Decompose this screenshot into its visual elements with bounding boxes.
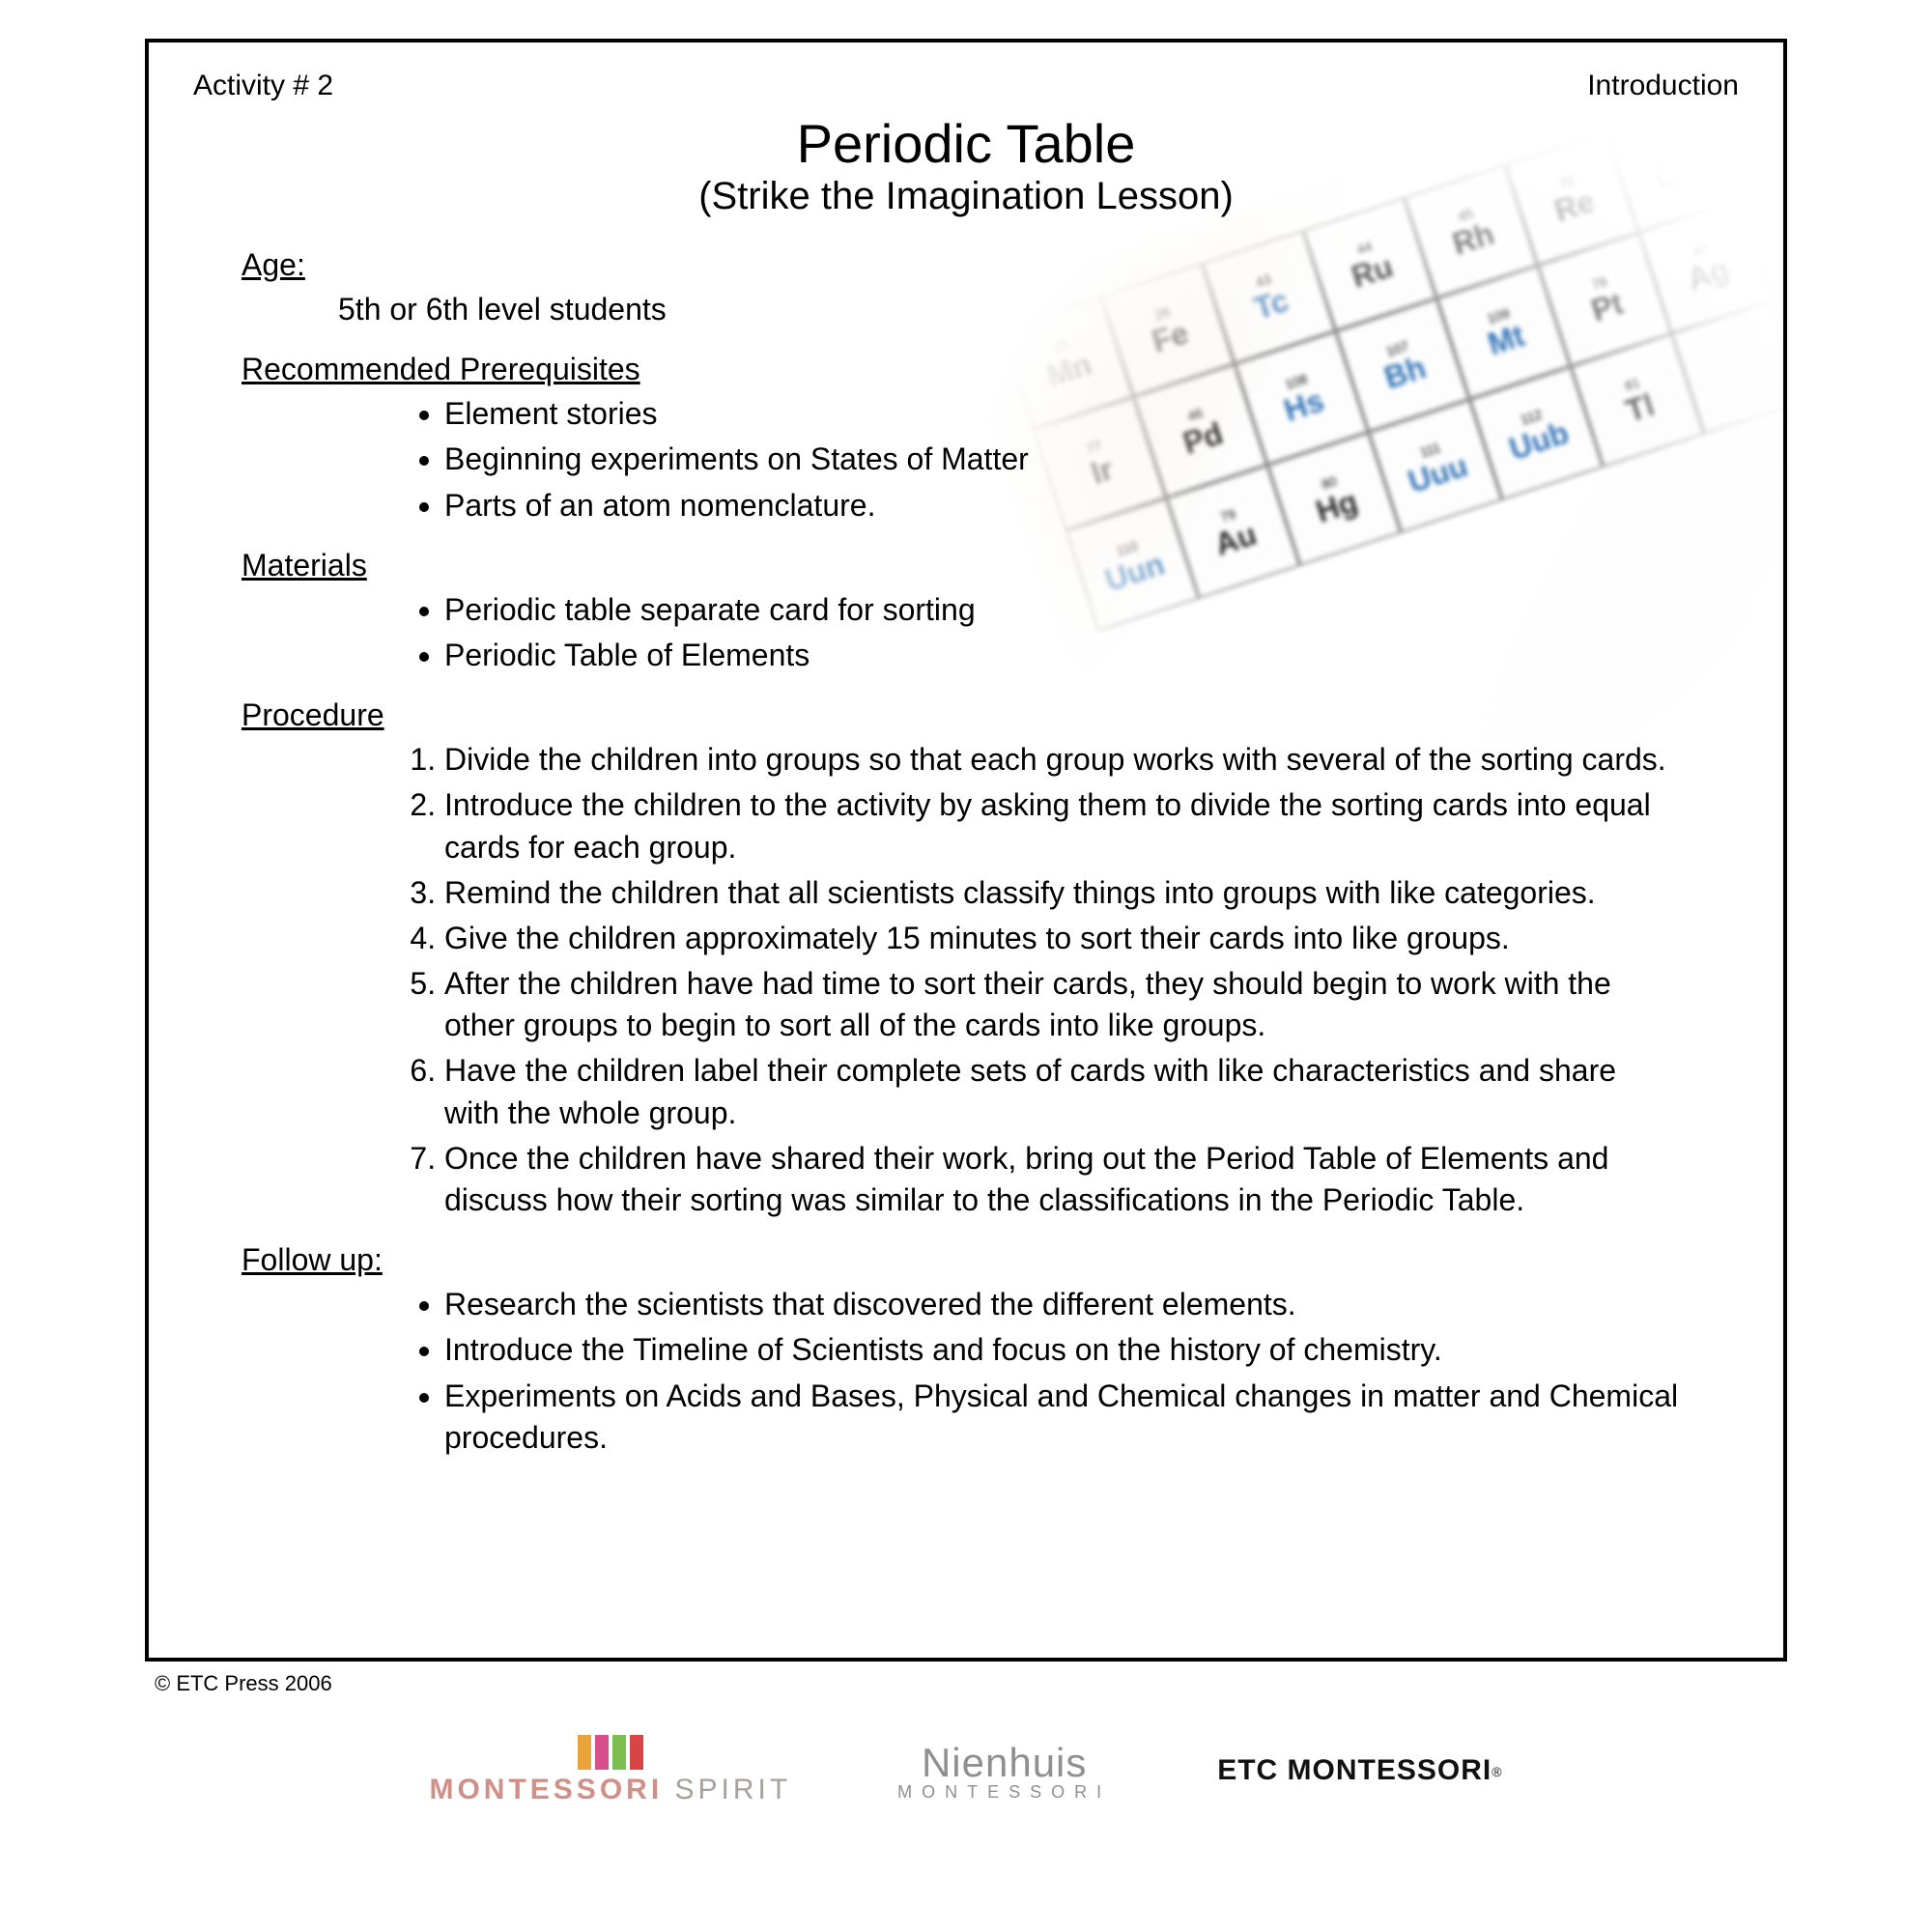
- prereq-list: Element storiesBeginning experiments on …: [444, 393, 1739, 526]
- logo-ms-word1: MONTESSORI: [429, 1774, 663, 1805]
- procedure-list: Divide the children into groups so that …: [444, 739, 1739, 1221]
- logo-montessori-spirit: MONTESSORI SPIRIT: [429, 1735, 791, 1806]
- copyright: © ETC Press 2006: [155, 1671, 1787, 1696]
- followup-list: Research the scientists that discovered …: [444, 1284, 1739, 1459]
- registered-icon: ®: [1492, 1764, 1502, 1779]
- logo-ms-word2: SPIRIT: [663, 1774, 791, 1805]
- heading-procedure: Procedure: [242, 697, 1739, 733]
- procedure-list-item: Have the children label their complete s…: [444, 1050, 1671, 1133]
- page-wrap: 25Mn26Fe43Tc44Ru45Rh75Re76Os77Ir46Pd108H…: [145, 39, 1787, 1806]
- prereq-list-item: Element stories: [444, 393, 1681, 435]
- title-block: Periodic Table (Strike the Imagination L…: [193, 112, 1739, 218]
- procedure-list-item: Introduce the children to the activity b…: [444, 784, 1671, 867]
- logo-nh-sub: MONTESSORI: [897, 1782, 1111, 1803]
- followup-list-item: Introduce the Timeline of Scientists and…: [444, 1329, 1681, 1371]
- procedure-list-item: Give the children approximately 15 minut…: [444, 918, 1671, 959]
- prereq-list-item: Parts of an atom nomenclature.: [444, 485, 1681, 526]
- followup-list-item: Experiments on Acids and Bases, Physical…: [444, 1376, 1681, 1459]
- logos-row: MONTESSORI SPIRIT Nienhuis MONTESSORI ET…: [145, 1735, 1787, 1806]
- content: Activity # 2 Introduction Periodic Table…: [193, 70, 1739, 1459]
- followup-list-item: Research the scientists that discovered …: [444, 1284, 1681, 1325]
- logo-nh-main: Nienhuis: [897, 1740, 1111, 1786]
- procedure-list-item: Once the children have shared their work…: [444, 1138, 1671, 1221]
- materials-list: Periodic table separate card for sorting…: [444, 589, 1739, 676]
- procedure-list-item: After the children have had time to sort…: [444, 963, 1671, 1046]
- materials-list-item: Periodic Table of Elements: [444, 635, 1681, 676]
- logo-ms-icon: [429, 1735, 791, 1770]
- sheet-header: Activity # 2 Introduction: [193, 70, 1739, 102]
- activity-number: Activity # 2: [193, 70, 333, 102]
- prereq-list-item: Beginning experiments on States of Matte…: [444, 439, 1681, 480]
- page-subtitle: (Strike the Imagination Lesson): [193, 175, 1739, 218]
- heading-followup: Follow up:: [242, 1242, 1739, 1278]
- materials-list-item: Periodic table separate card for sorting: [444, 589, 1681, 631]
- section-label: Introduction: [1587, 70, 1739, 102]
- lesson-sheet: 25Mn26Fe43Tc44Ru45Rh75Re76Os77Ir46Pd108H…: [145, 39, 1787, 1662]
- logo-etc-text: ETC MONTESSORI: [1217, 1754, 1492, 1786]
- procedure-list-item: Divide the children into groups so that …: [444, 739, 1671, 781]
- logo-nienhuis: Nienhuis MONTESSORI: [897, 1740, 1111, 1803]
- logo-etc-montessori: ETC MONTESSORI®: [1217, 1754, 1502, 1787]
- procedure-list-item: Remind the children that all scientists …: [444, 872, 1671, 914]
- page-title: Periodic Table: [193, 112, 1739, 175]
- age-text: 5th or 6th level students: [338, 289, 1739, 330]
- heading-age: Age:: [242, 247, 1739, 283]
- heading-prereq: Recommended Prerequisites: [242, 352, 1739, 387]
- heading-materials: Materials: [242, 548, 1739, 583]
